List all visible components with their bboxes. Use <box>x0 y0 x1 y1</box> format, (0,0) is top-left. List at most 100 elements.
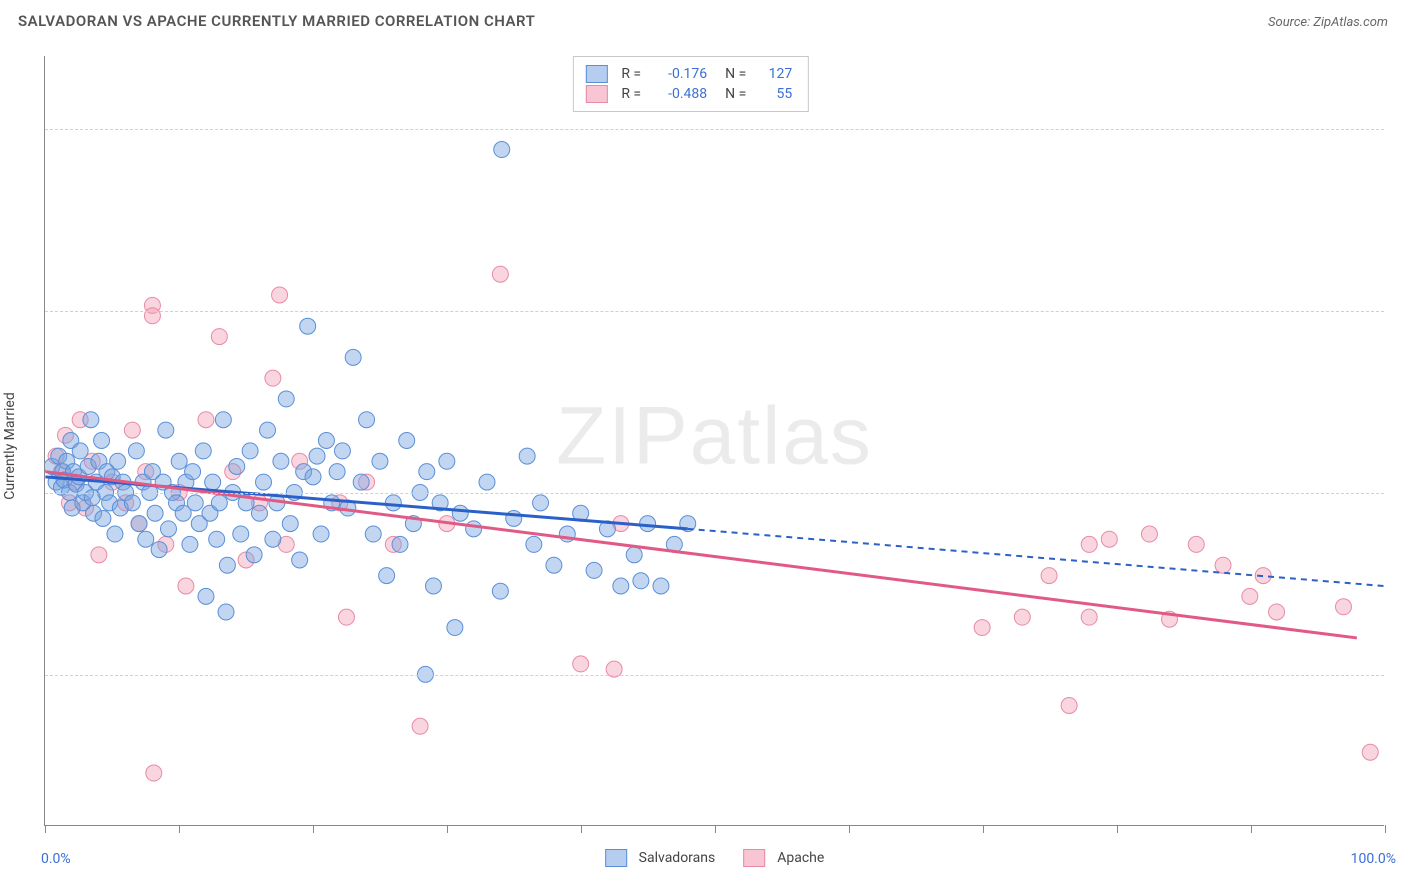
data-point <box>974 620 990 636</box>
data-point <box>1101 531 1117 547</box>
data-point <box>365 526 381 542</box>
x-tick <box>1385 825 1386 833</box>
gridline-h <box>45 675 1384 676</box>
data-point <box>272 287 288 303</box>
y-tick-label: 80.0% <box>1392 121 1406 137</box>
data-point <box>146 765 162 781</box>
data-point <box>392 536 408 552</box>
data-point <box>147 505 163 521</box>
data-point <box>466 521 482 537</box>
data-point <box>1188 536 1204 552</box>
data-point <box>72 443 88 459</box>
data-point <box>1362 744 1378 760</box>
data-point <box>211 495 227 511</box>
data-point <box>178 578 194 594</box>
data-point <box>128 443 144 459</box>
data-point <box>519 448 535 464</box>
stat-n-value: 55 <box>756 86 792 102</box>
data-point <box>138 531 154 547</box>
data-point <box>91 547 107 563</box>
data-point <box>219 557 235 573</box>
stats-box: R =-0.176N =127R =-0.488N =55 <box>572 56 809 112</box>
data-point <box>110 453 126 469</box>
legend-label: Salvadorans <box>639 850 716 866</box>
data-point <box>452 505 468 521</box>
legend-swatch <box>605 849 627 867</box>
y-tick-label: 27.5% <box>1392 667 1406 683</box>
data-point <box>211 329 227 345</box>
data-point <box>338 609 354 625</box>
data-point <box>626 547 642 563</box>
x-tick <box>45 825 46 833</box>
data-point <box>233 526 249 542</box>
data-point <box>198 588 214 604</box>
data-point <box>107 526 123 542</box>
data-point <box>256 474 272 490</box>
data-point <box>586 562 602 578</box>
stats-row: R =-0.176N =127 <box>585 65 792 83</box>
bottom-legend: Salvadorans Apache <box>605 849 825 867</box>
data-point <box>309 448 325 464</box>
stat-label-n: N = <box>725 86 746 102</box>
data-point <box>124 495 140 511</box>
data-point <box>573 656 589 672</box>
data-point <box>613 578 629 594</box>
data-point <box>1081 536 1097 552</box>
gridline-h <box>45 493 1384 494</box>
data-point <box>546 557 562 573</box>
stat-r-value: -0.488 <box>651 86 707 102</box>
legend-item: Apache <box>743 849 824 867</box>
data-point <box>151 542 167 558</box>
plot-area: ZIPatlas R =-0.176N =127R =-0.488N =55 S… <box>44 56 1384 826</box>
data-point <box>359 412 375 428</box>
data-point <box>1242 588 1258 604</box>
data-point <box>198 412 214 428</box>
data-point <box>252 505 268 521</box>
data-point <box>195 443 211 459</box>
data-point <box>412 718 428 734</box>
data-point <box>242 443 258 459</box>
data-point <box>265 531 281 547</box>
stat-label-n: N = <box>725 66 746 82</box>
data-point <box>1269 604 1285 620</box>
data-point <box>278 391 294 407</box>
data-point <box>318 433 334 449</box>
data-point <box>526 536 542 552</box>
x-tick <box>1117 825 1118 833</box>
data-point <box>447 620 463 636</box>
data-point <box>292 552 308 568</box>
legend-item: Salvadorans <box>605 849 716 867</box>
stat-n-value: 127 <box>756 66 792 82</box>
data-point <box>265 370 281 386</box>
data-point <box>329 464 345 480</box>
data-point <box>1061 698 1077 714</box>
data-point <box>158 422 174 438</box>
data-point <box>185 464 201 480</box>
data-point <box>1215 557 1231 573</box>
x-tick <box>581 825 582 833</box>
data-point <box>209 531 225 547</box>
scatter-svg <box>45 56 1384 825</box>
source-label: Source: ZipAtlas.com <box>1268 15 1388 30</box>
data-point <box>205 474 221 490</box>
data-point <box>633 573 649 589</box>
data-point <box>1014 609 1030 625</box>
data-point <box>1141 526 1157 542</box>
data-point <box>334 443 350 459</box>
legend-swatch <box>585 85 607 103</box>
data-point <box>313 526 329 542</box>
data-point <box>215 412 231 428</box>
data-point <box>1041 568 1057 584</box>
data-point <box>653 578 669 594</box>
x-tick <box>179 825 180 833</box>
x-axis-max-label: 100.0% <box>1351 851 1396 867</box>
y-axis-label: Currently Married <box>2 392 18 499</box>
data-point <box>273 453 289 469</box>
x-tick <box>313 825 314 833</box>
stats-row: R = -0.488 N = 55 <box>585 85 792 103</box>
data-point <box>479 474 495 490</box>
x-tick <box>849 825 850 833</box>
data-point <box>131 516 147 532</box>
stat-label-r: R = <box>621 86 641 102</box>
data-point <box>353 474 369 490</box>
